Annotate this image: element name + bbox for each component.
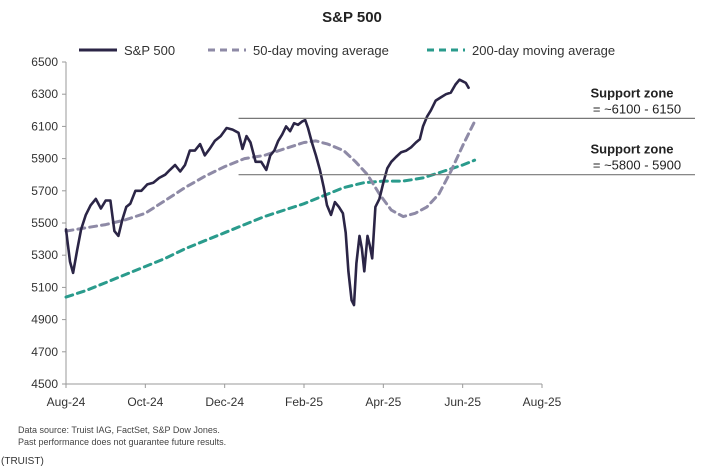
y-tick-label: 6500: [31, 55, 58, 69]
legend-label: 50-day moving average: [253, 43, 389, 58]
series-layer: [64, 78, 477, 307]
x-tick-label: Feb-25: [285, 395, 323, 409]
source-line-1: Data source: Truist IAG, FactSet, S&P Do…: [18, 425, 220, 435]
series-line-1: [64, 120, 477, 233]
y-tick-label: 6300: [31, 87, 58, 101]
x-tick-label: Aug-25: [523, 395, 562, 409]
x-tick-label: Dec-24: [205, 395, 244, 409]
legend-label: S&P 500: [124, 43, 175, 58]
support-zone-value: = ~6100 - 6150: [593, 101, 681, 116]
x-tick-label: Apr-25: [365, 395, 401, 409]
x-tick-label: Aug-24: [47, 395, 86, 409]
y-tick-label: 4500: [31, 377, 58, 391]
y-tick-label: 5300: [31, 248, 58, 262]
series-line-0: [64, 78, 470, 307]
x-tick-label: Oct-24: [127, 395, 163, 409]
y-tick-label: 4900: [31, 313, 58, 327]
source-note: Data source: Truist IAG, FactSet, S&P Do…: [18, 424, 226, 448]
chart-title: S&P 500: [322, 9, 382, 26]
support-zone-value: = ~5800 - 5900: [593, 158, 681, 173]
axes: 4500 4700 4900 5100 5300 5500 5700 5900 6100 6300…: [31, 55, 561, 409]
y-tick-label: 4700: [31, 345, 58, 359]
y-tick-label: 5900: [31, 152, 58, 166]
source-line-2: Past performance does not guarantee futu…: [18, 437, 227, 447]
y-tick-label: 5500: [31, 216, 58, 230]
legend: S&P 500 50-day moving average 200-day movi…: [79, 43, 615, 58]
support-zone-label: Support zone: [590, 85, 673, 100]
y-tick-label: 5100: [31, 280, 58, 294]
x-tick-label: Jun-25: [444, 395, 481, 409]
credit: (TRUIST): [1, 456, 44, 467]
y-tick-label: 5700: [31, 184, 58, 198]
y-tick-label: 6100: [31, 119, 58, 133]
legend-label: 200-day moving average: [472, 43, 615, 58]
series-line-2: [64, 158, 477, 299]
support-zone-label: Support zone: [590, 142, 673, 157]
